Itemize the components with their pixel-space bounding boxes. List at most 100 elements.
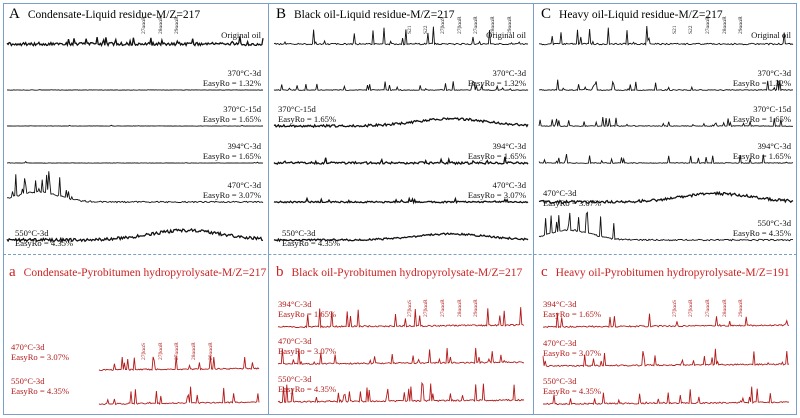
figure-frame [3,3,797,415]
trace-panel-2-series-5 [538,211,794,242]
panel-title-c: c Heavy oil-Pyrobitumen hydropyrolysate-M… [541,264,790,281]
series-label: 550°C-3d EasyRo = 4.35% [11,376,70,396]
panel-letter: C [541,6,552,22]
peak-label: 27βααS [406,299,413,317]
trace-panel-5-series-1 [542,348,790,368]
panel-title-text: Condensate-Liquid residue-M/Z=217 [27,9,201,21]
trace-line [98,355,260,372]
trace-line [538,211,794,242]
trace-panel-0-series-2 [6,124,263,127]
series-label: 394°C-3d EasyRo = 1.65% [543,299,602,319]
peak-label: 27βααS [671,299,678,317]
series-label: 394°C-3d EasyRo = 1.65% [732,141,791,161]
panel-letter: B [276,6,287,22]
panel-title-C: C Heavy oil-Liquid residue-M/Z=217 [541,6,723,23]
panel-letter: c [541,264,548,280]
peak-label: S21 [406,25,413,34]
trace-line [542,386,790,406]
series-label: 550°C-3d EasyRo = 4.35% [278,374,337,394]
panel-title-text: Heavy oil-Pyrobitumen hydropyrolysate-M/… [555,267,790,279]
trace-panel-5-series-0 [542,312,790,329]
peak-label: S21 [671,25,678,34]
trace-line [273,80,529,92]
peak-label: 28αααR [157,16,164,34]
trace-panel-2-series-0 [538,25,794,46]
peak-label: 29αααR [174,16,181,34]
series-label: 550°C-3d EasyRo = 4.35% [282,228,341,248]
series-label: Original oil [751,30,791,40]
series-label: Original oil [221,30,261,40]
series-label: Original oil [486,30,526,40]
panel-divider-2 [533,3,534,415]
peak-label: 28αααR [721,299,728,317]
trace-line [273,117,529,129]
series-label: 370°C-15d EasyRo = 1.65% [732,104,791,124]
trace-panel-0-series-4 [6,171,264,204]
peak-label: 27αααR [174,342,181,360]
trace-line [542,348,790,368]
trace-line [277,307,525,329]
peak-label: 28αααR [721,16,728,34]
trace-line [6,89,264,91]
peak-label: 27βααR [157,342,164,360]
trace-panel-4-series-0 [277,307,525,329]
peak-label: 27βααS [440,16,447,34]
panel-letter: b [276,264,284,280]
peak-label: 27αααR [140,16,147,34]
trace-line [277,381,525,404]
trace-panel-3-series-1 [98,386,260,406]
peak-label: S22 [688,25,695,34]
trace-panel-0-series-3 [7,160,264,164]
series-label: 370°C-15d EasyRo = 1.65% [278,104,337,124]
trace-panel-4-series-1 [277,347,524,365]
trace-panel-4-series-2 [277,381,525,404]
trace-line [6,171,264,204]
trace-line [538,154,794,165]
peak-label: 27αααR [473,16,480,34]
series-label: 394°C-3d EasyRo = 1.65% [467,141,526,161]
trace-panel-0-series-0 [6,36,264,48]
trace-line [98,386,260,406]
panel-letter: A [9,6,20,22]
peak-label: S22 [423,25,430,34]
trace-panel-0-series-5 [6,227,264,244]
trace-panel-2-series-1 [538,79,794,92]
trace-line [6,124,263,127]
trace-panel-1-series-0 [273,26,529,46]
panel-title-text: Black oil-Liquid residue-M/Z=217 [294,9,455,21]
trace-panel-2-series-4 [538,190,794,205]
trace-line [538,116,793,128]
peak-label: 29αααR [738,299,745,317]
trace-panel-1-series-3 [273,156,529,166]
peak-label: 29αααR [473,299,480,317]
peak-label: 27βααR [456,16,463,34]
trace-line [538,190,794,205]
trace-line [273,232,529,243]
series-label: 550°C-3d EasyRo = 4.35% [732,218,791,238]
trace-panel-5-series-2 [542,386,790,406]
series-label: 550°C-3d EasyRo = 4.35% [15,228,74,248]
trace-panel-1-series-2 [273,117,529,129]
series-label: 394°C-3d EasyRo = 1.65% [278,299,337,319]
series-label: 394°C-3d EasyRo = 1.65% [202,141,261,161]
trace-line [7,160,264,164]
trace-panel-2-series-2 [538,116,793,128]
panel-title-B: B Black oil-Liquid residue-M/Z=217 [276,6,454,23]
peak-label: 27βααR [688,299,695,317]
trace-panel-1-series-5 [273,232,529,243]
series-label: 370°C-3d EasyRo = 1.32% [202,68,261,88]
trace-line [277,347,524,365]
series-label: 550°C-3d EasyRo = 4.35% [543,376,602,396]
series-label: 470°C-3d EasyRo = 3.07% [278,336,337,356]
panel-title-text: Condensate-Pyrobitumen hydropyrolysate-M… [23,267,267,279]
peak-label: 29αααR [207,342,214,360]
peak-label: 28αααR [456,299,463,317]
series-label: 370°C-15d EasyRo = 1.65% [202,104,261,124]
trace-line [273,196,529,205]
peak-label: 27βααS [140,342,147,360]
trace-panel-1-series-1 [273,80,529,92]
panel-divider-1 [268,3,269,415]
peak-label: 27αααR [705,16,712,34]
series-label: 470°C-3d EasyRo = 3.07% [202,180,261,200]
